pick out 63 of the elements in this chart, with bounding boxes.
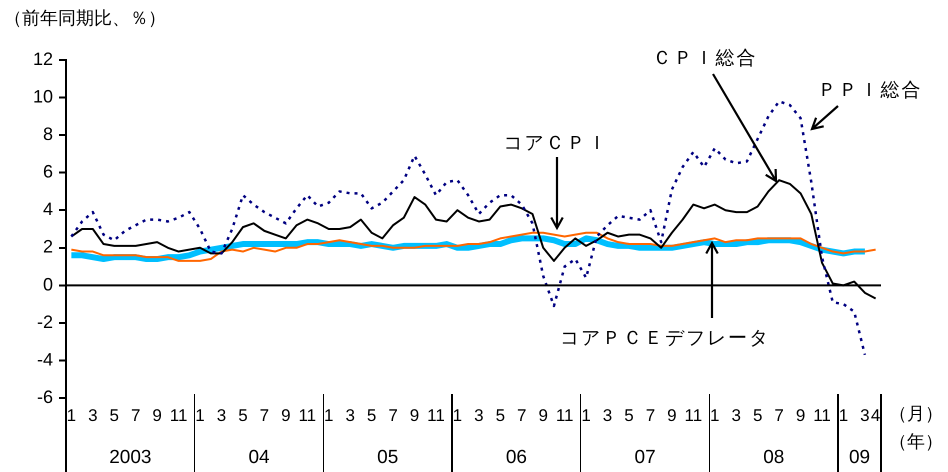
x-tick-label: 11 xyxy=(298,406,316,425)
x-tick-label: 3 xyxy=(602,406,612,425)
x-tick-label: 7 xyxy=(388,406,398,425)
y-tick-label: -2 xyxy=(36,312,53,332)
y-axis-title: （前年同期比、％） xyxy=(4,7,166,30)
y-tick-label: -6 xyxy=(36,386,53,407)
x-tick-label: 3 xyxy=(474,406,484,425)
x-tick-label: 1 xyxy=(324,406,334,425)
x-tick-label: 9 xyxy=(796,406,806,425)
x-tick-label: 9 xyxy=(152,406,162,425)
text: 08 xyxy=(763,447,784,468)
text: 2003 xyxy=(109,447,152,468)
x-tick-label: 5 xyxy=(496,406,506,425)
x-tick-label: 11 xyxy=(427,406,445,425)
y-tick-label: 6 xyxy=(42,162,53,182)
x-tick-label: 3 xyxy=(216,406,226,425)
x-tick-label: 9 xyxy=(281,406,291,425)
y-tick-label: -4 xyxy=(36,349,53,370)
x-tick-label: 9 xyxy=(410,406,420,425)
x-tick-label: 9 xyxy=(667,406,677,425)
x-tick-label: 5 xyxy=(624,406,634,425)
y-tick-label: 8 xyxy=(42,124,53,144)
text: ＣＰＩ総合 xyxy=(652,46,758,71)
x-tick-label: 3 xyxy=(345,406,355,425)
y-tick-label: 12 xyxy=(32,48,53,69)
text: （年） xyxy=(889,432,943,453)
text: コアＰＣＥデフレータ xyxy=(560,326,770,351)
x-tick-label: 1 xyxy=(838,406,848,425)
x-tick-label: 7 xyxy=(260,406,270,425)
y-tick-label: 2 xyxy=(42,236,53,257)
x-tick-label: 1 xyxy=(710,406,720,425)
y-tick-label: 10 xyxy=(32,86,53,107)
x-tick-label: 9 xyxy=(538,406,548,425)
x-tick-label: 11 xyxy=(556,406,574,425)
x-tick-label: 1 xyxy=(581,406,591,425)
text: コアＣＰＩ xyxy=(504,131,608,156)
y-tick-label: 4 xyxy=(42,199,53,220)
text: 09 xyxy=(848,447,870,468)
x-tick-label: 11 xyxy=(170,406,188,425)
x-tick-label: 1 xyxy=(195,406,205,425)
x-tick-label: 1 xyxy=(452,406,462,425)
x-tick-label: 11 xyxy=(684,406,702,425)
series-label: ＰＰＩ総合 xyxy=(818,78,922,103)
x-tick-label: 7 xyxy=(646,406,656,425)
text: 07 xyxy=(634,447,656,468)
x-tick-label: 1 xyxy=(66,406,76,425)
x-tick-label: 5 xyxy=(238,406,248,425)
x-tick-label: 11 xyxy=(813,406,831,425)
text: 05 xyxy=(377,447,398,468)
x-tick-label: 7 xyxy=(130,406,140,425)
x-tick-label: 7 xyxy=(774,406,784,425)
x-tick-label: 7 xyxy=(517,406,526,425)
y-tick-label: 0 xyxy=(42,274,53,294)
x-tick-label: 5 xyxy=(366,406,376,425)
x-tick-label: 3 xyxy=(860,406,870,425)
x-tick-label: 4 xyxy=(870,406,880,425)
text: 04 xyxy=(248,447,270,468)
x-axis-title: （月） xyxy=(889,404,943,425)
x-tick-label: 3 xyxy=(731,406,741,425)
x-tick-label: 3 xyxy=(88,406,98,425)
x-tick-label: 5 xyxy=(752,406,762,425)
text: 06 xyxy=(506,447,527,468)
x-tick-label: 5 xyxy=(110,406,119,425)
